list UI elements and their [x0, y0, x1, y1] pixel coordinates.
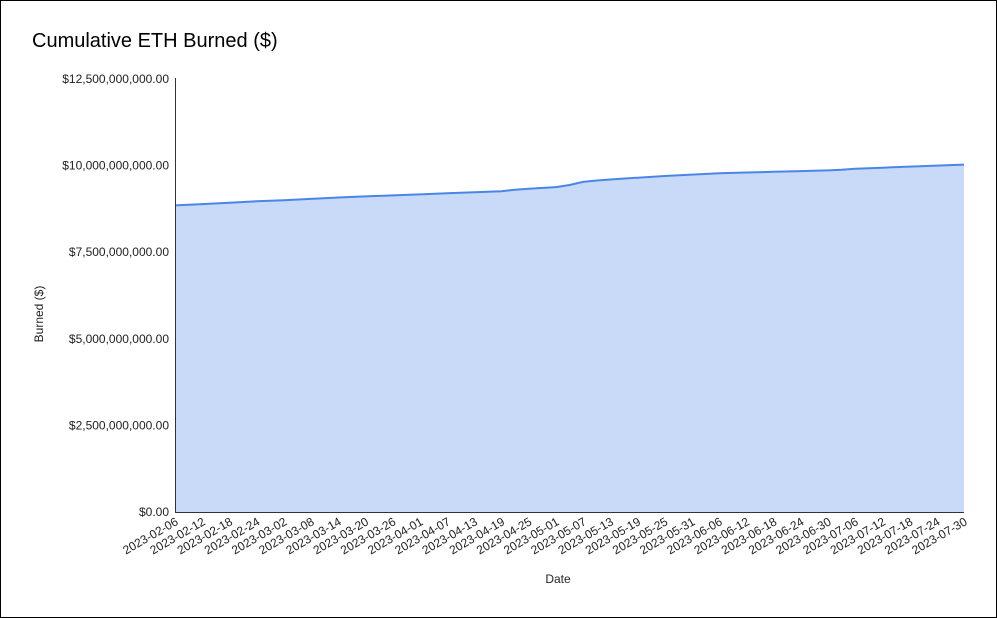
y-tick-label: $10,000,000,000.00 [62, 159, 169, 173]
y-tick-label: $2,500,000,000.00 [69, 418, 169, 432]
y-tick-label: $0.00 [139, 505, 169, 519]
chart-title: Cumulative ETH Burned ($) [32, 30, 278, 52]
x-tick-labels: 2023-02-062023-02-122023-02-182023-02-24… [120, 514, 969, 557]
y-tick-labels: $0.00 $2,500,000,000.00 $5,000,000,000.00 $… [62, 72, 169, 519]
y-tick-label: $7,500,000,000.00 [69, 245, 169, 259]
y-axis-title: Burned ($) [32, 286, 46, 343]
y-tick-label: $12,500,000,000.00 [62, 72, 169, 86]
y-tick-label: $5,000,000,000.00 [69, 332, 169, 346]
area-fill [175, 164, 964, 512]
x-axis-title: Date [545, 572, 571, 586]
plot-area [174, 163, 965, 512]
series-line [174, 163, 965, 207]
